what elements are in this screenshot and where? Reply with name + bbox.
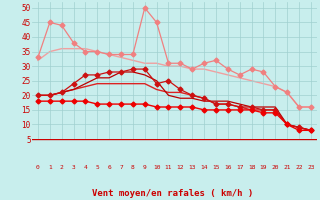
Text: Vent moyen/en rafales ( km/h ): Vent moyen/en rafales ( km/h ) — [92, 189, 253, 198]
